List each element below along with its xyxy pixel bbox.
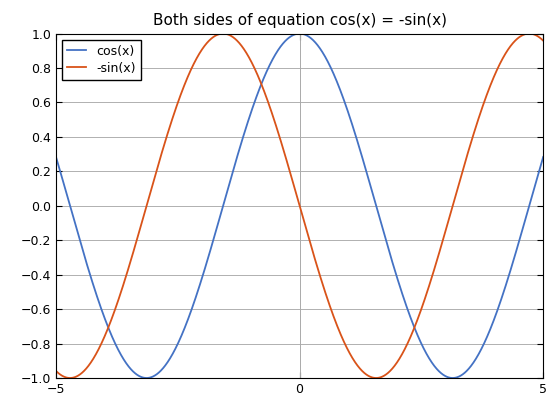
cos(x) xyxy=(437,370,444,375)
-sin(x) xyxy=(78,371,85,376)
Legend: cos(x), -sin(x): cos(x), -sin(x) xyxy=(62,40,141,80)
Title: Both sides of equation cos(x) = -sin(x): Both sides of equation cos(x) = -sin(x) xyxy=(152,13,446,28)
cos(x) xyxy=(77,241,84,247)
cos(x) xyxy=(290,33,296,38)
Line: -sin(x): -sin(x) xyxy=(56,34,543,378)
-sin(x) xyxy=(526,31,533,36)
Line: cos(x): cos(x) xyxy=(56,34,543,378)
-sin(x) xyxy=(67,375,73,381)
cos(x) xyxy=(526,203,533,208)
-sin(x) xyxy=(540,38,547,43)
-sin(x) xyxy=(526,31,533,36)
-sin(x) xyxy=(53,368,59,373)
cos(x) xyxy=(277,45,283,50)
cos(x) xyxy=(296,31,303,36)
cos(x) xyxy=(540,155,547,160)
cos(x) xyxy=(526,202,533,207)
-sin(x) xyxy=(526,31,533,36)
-sin(x) xyxy=(436,248,443,253)
cos(x) xyxy=(143,375,150,381)
cos(x) xyxy=(53,155,59,160)
-sin(x) xyxy=(277,136,283,142)
-sin(x) xyxy=(290,181,296,186)
